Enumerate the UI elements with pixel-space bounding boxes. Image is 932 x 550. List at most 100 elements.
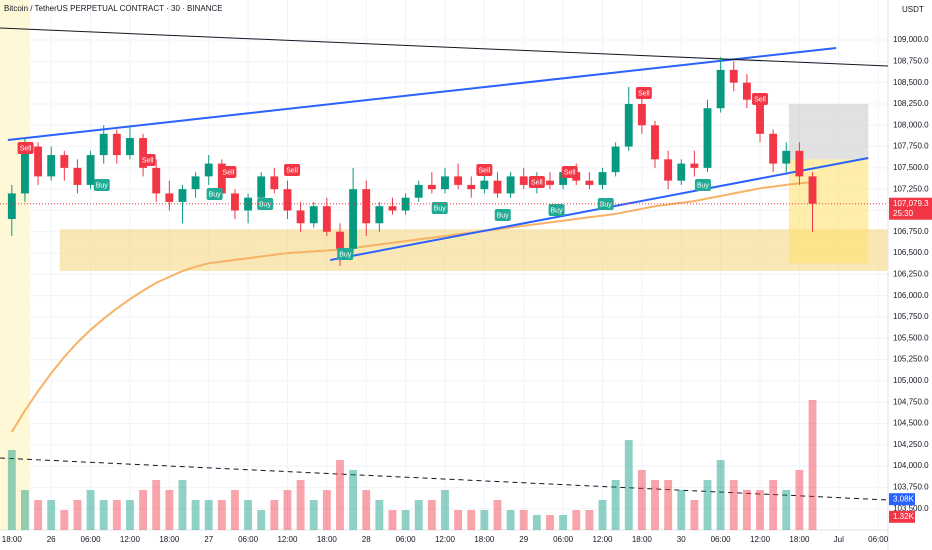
- candle: [126, 125, 134, 160]
- candle: [112, 129, 121, 164]
- candle: [73, 159, 82, 194]
- x-tick-label: 06:00: [868, 535, 889, 544]
- y-tick-label: 108,500.0: [893, 78, 929, 87]
- y-tick-label: 104,750.0: [893, 397, 929, 406]
- volume-bar: [47, 500, 56, 530]
- x-tick-label: 27: [204, 535, 213, 544]
- signal-badge: [337, 248, 354, 261]
- volume-bar: [322, 490, 331, 530]
- x-tick-label: 18:00: [2, 535, 23, 544]
- volume-bar: [427, 500, 436, 530]
- y-tick-label: 105,000.0: [893, 376, 929, 385]
- candle: [60, 150, 69, 181]
- x-tick-label: 06:00: [238, 535, 259, 544]
- x-tick-label: 12:00: [750, 535, 771, 544]
- signal-label: Buy: [497, 212, 510, 219]
- candle-body: [611, 146, 620, 173]
- volume-trendline: [0, 457, 889, 501]
- y-tick-label: 105,500.0: [893, 333, 929, 342]
- volume-bar: [73, 500, 82, 530]
- trendline: [0, 27, 889, 67]
- volume-bar: [454, 510, 463, 530]
- candle-body: [598, 172, 607, 185]
- candle-body: [506, 176, 515, 194]
- candle-body: [664, 159, 673, 181]
- signal-badge: [752, 93, 769, 106]
- candle-body: [99, 133, 108, 156]
- x-tick-label: 29: [519, 535, 528, 544]
- signal-label: Buy: [697, 182, 710, 189]
- volume-bar: [401, 510, 410, 530]
- candle-body: [480, 180, 489, 190]
- candle: [795, 142, 804, 185]
- candle: [716, 57, 725, 113]
- candle-body: [244, 197, 253, 211]
- volume-bar: [624, 440, 633, 530]
- x-tick-label: 18:00: [159, 535, 180, 544]
- volume-bar: [585, 510, 594, 530]
- volume-label: 1.32K: [893, 512, 915, 521]
- candle: [664, 150, 673, 190]
- candle: [309, 201, 318, 228]
- signal-badge: [206, 188, 223, 201]
- signal-label: Sell: [564, 169, 576, 176]
- y-tick-label: 104,000.0: [893, 461, 929, 470]
- candle-body: [546, 180, 554, 185]
- candle-body: [559, 172, 568, 185]
- signal-label: Sell: [286, 167, 298, 174]
- candle-body: [454, 176, 463, 185]
- candle: [86, 150, 95, 190]
- candle: [257, 172, 266, 202]
- candle-body: [257, 176, 266, 198]
- volume-bar: [532, 515, 541, 530]
- volume-bar: [651, 480, 659, 530]
- candle: [244, 193, 253, 224]
- price-zone: [788, 159, 869, 264]
- x-tick-label: Jul: [834, 535, 844, 544]
- last-price-box: [889, 197, 932, 220]
- volume-bar: [441, 490, 449, 530]
- y-tick-label: 104,500.0: [893, 419, 929, 428]
- candle: [506, 172, 515, 198]
- signal-badge: [139, 154, 156, 167]
- candle-body: [7, 193, 16, 219]
- y-tick-label: 105,750.0: [893, 312, 929, 321]
- candle-body: [362, 189, 371, 224]
- y-tick-label: 103,750.0: [893, 483, 929, 492]
- candle-body: [427, 184, 436, 190]
- price-zone: [788, 103, 869, 160]
- candle-body: [349, 189, 358, 249]
- signal-badge: [257, 197, 274, 210]
- x-tick-label: 12:00: [592, 535, 613, 544]
- signal-label: Buy: [600, 201, 613, 208]
- candle-body: [703, 108, 712, 168]
- x-tick-label: 06:00: [711, 535, 732, 544]
- volume-label-box: [889, 493, 915, 506]
- x-tick-label: 30: [677, 535, 686, 544]
- candle: [546, 172, 554, 190]
- candle-body: [493, 180, 502, 194]
- candle-body: [795, 150, 804, 177]
- volume-bar: [467, 510, 476, 530]
- candle-body: [624, 103, 633, 147]
- candle: [690, 150, 699, 177]
- candle: [467, 176, 476, 198]
- volume-bar: [756, 490, 764, 530]
- candle: [322, 197, 331, 237]
- signal-label: Sell: [638, 90, 650, 97]
- volume-bar: [637, 470, 646, 530]
- volume-bar: [808, 400, 817, 530]
- candle: [178, 184, 187, 224]
- candle: [349, 167, 358, 254]
- candle-body: [467, 184, 476, 190]
- volume-bar: [716, 460, 725, 530]
- candle-body: [21, 146, 29, 194]
- volume-bar: [191, 500, 200, 530]
- countdown-label: 25:30: [893, 209, 914, 218]
- candle: [7, 184, 16, 237]
- candle-body: [651, 125, 659, 160]
- volume-bar: [795, 470, 804, 530]
- signal-label: Sell: [223, 169, 235, 176]
- volume-bar: [375, 500, 384, 530]
- candle: [637, 95, 646, 134]
